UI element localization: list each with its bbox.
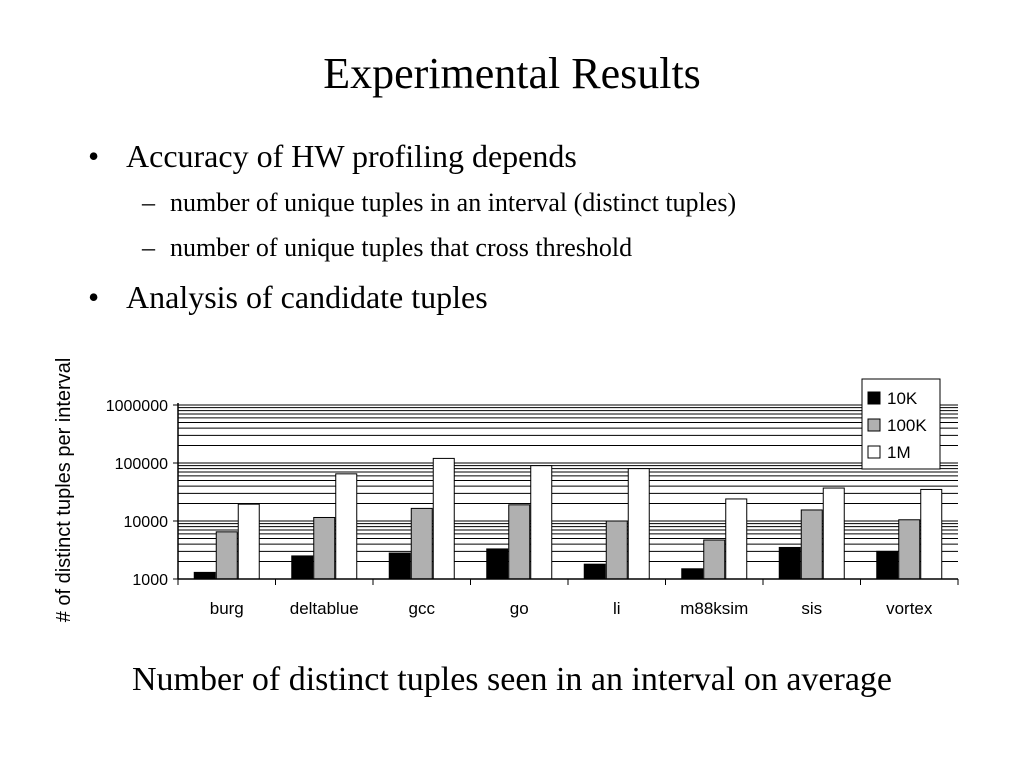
x-tick-label: gcc bbox=[409, 599, 436, 618]
y-tick-label: 10000 bbox=[124, 514, 169, 531]
y-tick-label: 1000 bbox=[132, 572, 168, 589]
bar-100K-burg bbox=[215, 531, 238, 580]
subbullet-cross-threshold: – number of unique tuples that cross thre… bbox=[142, 231, 632, 265]
bar-10K-vortex bbox=[876, 550, 899, 580]
legend-label: 10K bbox=[887, 389, 918, 408]
legend-swatch bbox=[867, 391, 881, 405]
legend-swatch bbox=[867, 418, 881, 432]
bar-group-m88ksim bbox=[681, 498, 748, 580]
y-tick-labels: 1000 10000 100000 1000000 bbox=[106, 398, 168, 589]
bar-group-li bbox=[583, 468, 650, 580]
bullet-marker: • bbox=[88, 138, 100, 174]
x-tick-label: li bbox=[613, 599, 621, 618]
x-tick-label: deltablue bbox=[290, 599, 359, 618]
y-tick-label: 1000000 bbox=[106, 398, 168, 415]
chart-caption: Number of distinct tuples seen in an int… bbox=[131, 661, 893, 698]
y-tick-label: 100000 bbox=[115, 456, 168, 473]
bar-100K-li bbox=[605, 520, 628, 580]
axes bbox=[173, 403, 959, 585]
subbullet-text: number of unique tuples in an interval (… bbox=[170, 188, 737, 217]
x-tick-label: go bbox=[510, 599, 529, 618]
bar-1M-burg bbox=[237, 503, 260, 580]
subbullet-marker: – bbox=[142, 233, 155, 262]
bullet-text: Analysis of candidate tuples bbox=[126, 279, 488, 315]
slide-title: Experimental Results bbox=[323, 49, 701, 98]
bar-10K-sis bbox=[778, 546, 801, 580]
bar-100K-vortex bbox=[898, 519, 921, 580]
bar-group-sis bbox=[778, 487, 845, 580]
bar-1M-m88ksim bbox=[725, 498, 748, 580]
bar-10K-burg bbox=[193, 571, 216, 580]
bar-10K-gcc bbox=[388, 552, 411, 580]
bar-1M-gcc bbox=[432, 457, 455, 580]
bar-1M-deltablue bbox=[335, 473, 358, 580]
bar-group-vortex bbox=[876, 488, 943, 580]
bullet-accuracy: • Accuracy of HW profiling depends bbox=[88, 136, 577, 176]
bar-10K-m88ksim bbox=[681, 568, 704, 580]
legend-swatch bbox=[867, 445, 881, 459]
bar-group-gcc bbox=[388, 457, 455, 580]
bar-group-deltablue bbox=[291, 473, 358, 580]
bar-10K-go bbox=[486, 548, 509, 580]
bullet-text: Accuracy of HW profiling depends bbox=[126, 138, 577, 174]
legend: 10K 100K 1M bbox=[861, 378, 941, 470]
x-tick-label: m88ksim bbox=[680, 599, 748, 618]
x-tick-label: sis bbox=[801, 599, 822, 618]
subbullet-marker: – bbox=[142, 188, 155, 217]
bar-1M-vortex bbox=[920, 488, 943, 580]
bar-100K-gcc bbox=[410, 507, 433, 580]
bar-group-burg bbox=[193, 503, 260, 580]
bar-10K-deltablue bbox=[291, 555, 314, 580]
legend-label: 1M bbox=[887, 443, 911, 462]
bar-100K-sis bbox=[800, 509, 823, 580]
bar-100K-go bbox=[508, 504, 531, 580]
bar-1M-sis bbox=[822, 487, 845, 580]
x-tick-labels: burg deltablue gcc go li m88ksim sis vortex bbox=[210, 599, 933, 618]
bullet-candidate-tuples: • Analysis of candidate tuples bbox=[88, 277, 488, 317]
subbullet-text: number of unique tuples that cross thres… bbox=[170, 233, 633, 262]
subbullet-unique-in-interval: – number of unique tuples in an interval … bbox=[142, 186, 736, 220]
x-tick-label: vortex bbox=[886, 599, 933, 618]
bar-100K-deltablue bbox=[313, 516, 336, 580]
bar-10K-li bbox=[583, 563, 606, 580]
x-tick-label: burg bbox=[210, 599, 244, 618]
bars bbox=[193, 457, 943, 580]
y-axis-label: # of distinct tuples per interval bbox=[53, 358, 75, 623]
bar-100K-m88ksim bbox=[703, 539, 726, 580]
bullet-marker: • bbox=[88, 279, 100, 315]
bar-group-go bbox=[486, 465, 553, 580]
legend-label: 100K bbox=[887, 416, 927, 435]
bar-1M-go bbox=[530, 465, 553, 580]
bar-chart: 1000 10000 100000 1000000 burg deltablue gcc g… bbox=[53, 358, 959, 623]
bar-1M-li bbox=[627, 468, 650, 580]
